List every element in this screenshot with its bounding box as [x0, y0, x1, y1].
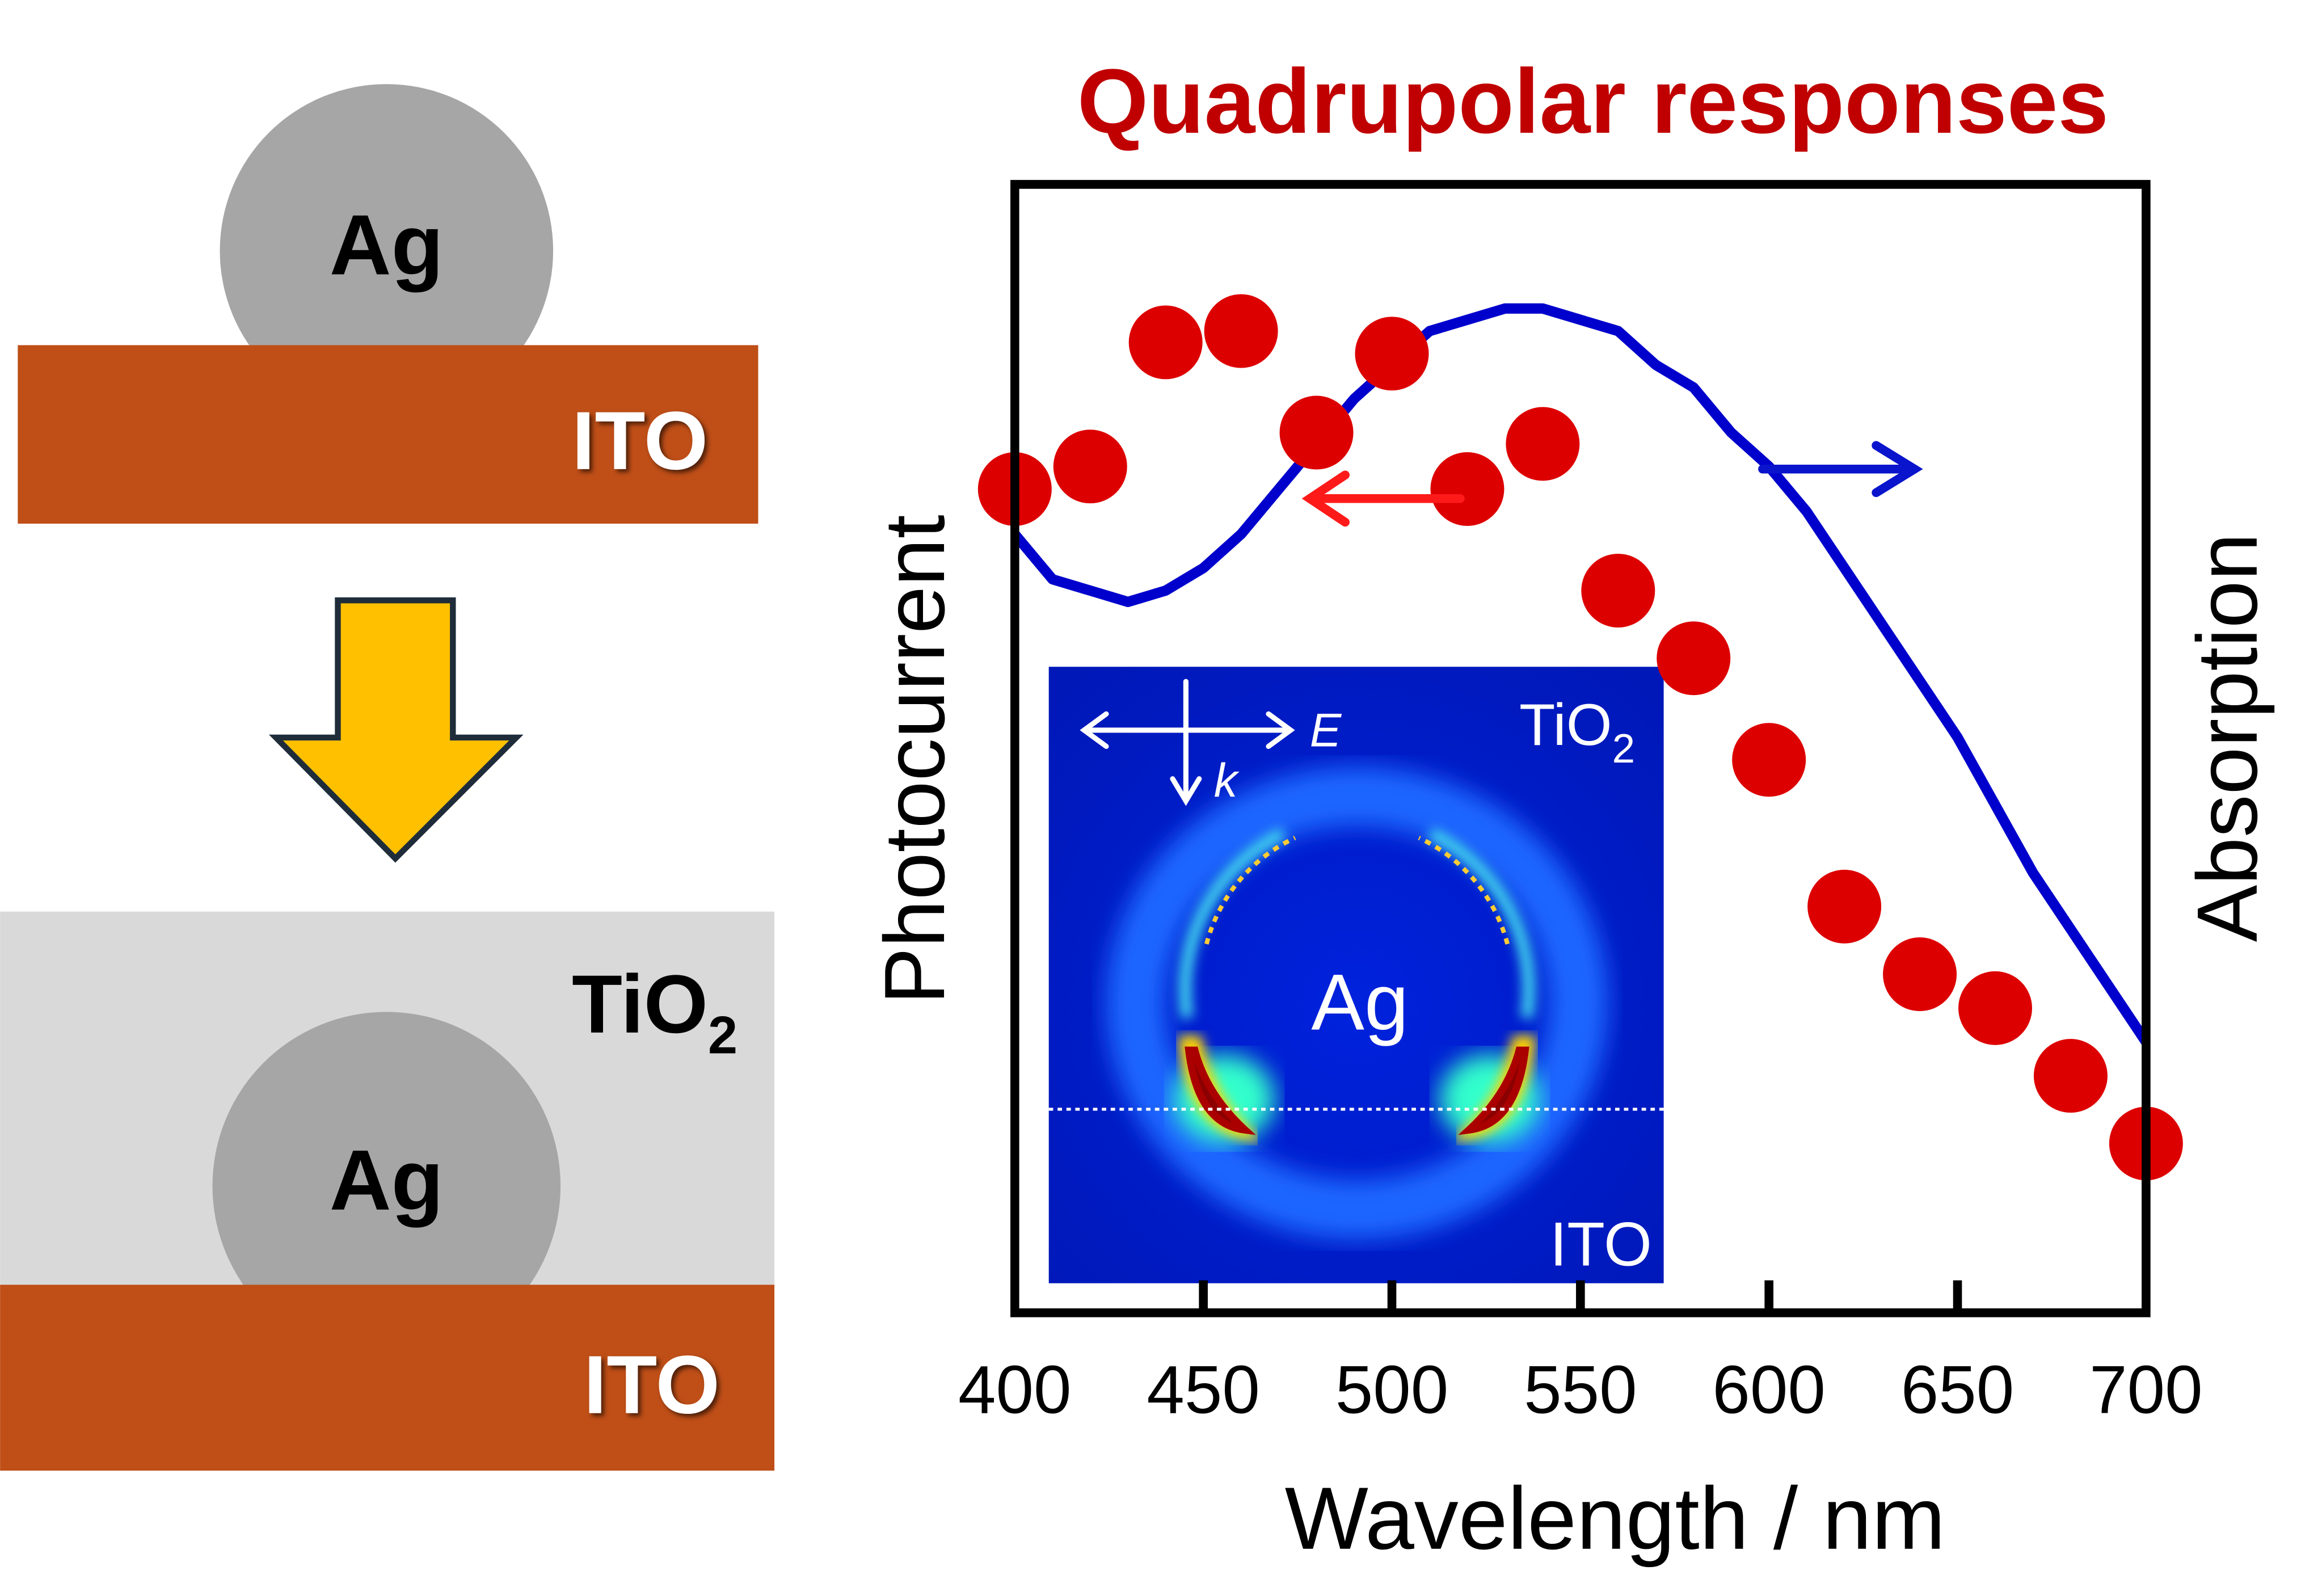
photocurrent-point — [1657, 621, 1731, 696]
photocurrent-point — [1279, 395, 1354, 470]
photocurrent-point — [1430, 452, 1504, 526]
arrow-down-icon — [268, 597, 524, 863]
photocurrent-point — [1883, 937, 1957, 1012]
x-tick-label: 500 — [1335, 1353, 1449, 1428]
x-tick-label: 400 — [958, 1353, 1072, 1428]
schematic-after: TiO2 Ag ITO — [0, 911, 775, 1471]
k-vector-label: k — [1214, 754, 1240, 807]
ag-particle — [212, 1012, 561, 1361]
ag-particle — [220, 84, 554, 418]
chart-title: Quadrupolar responses — [1077, 50, 2109, 153]
polarization-arrows-icon — [1080, 679, 1295, 806]
photocurrent-point — [1732, 723, 1806, 797]
photocurrent-point — [1355, 317, 1429, 391]
x-tick-label: 550 — [1524, 1353, 1637, 1428]
y2-axis-label: Absorption — [2180, 533, 2275, 942]
x-tick-label: 600 — [1712, 1353, 1826, 1428]
left-axis-arrow-icon — [1301, 470, 1465, 527]
photocurrent-point — [1807, 869, 1882, 944]
x-tick-label: 450 — [1147, 1353, 1260, 1428]
right-axis-arrow-icon — [1758, 441, 1923, 498]
ag-label: Ag — [330, 1132, 444, 1228]
photocurrent-point — [1958, 971, 2032, 1045]
plot-area — [977, 294, 2183, 1181]
y-axis-label: Photocurrent — [867, 515, 962, 1004]
inset-tio2-label: TiO2 — [1519, 692, 1635, 772]
photocurrent-point — [1506, 407, 1580, 481]
schematic-before: Ag ITO — [18, 84, 758, 524]
x-tick-label: 650 — [1901, 1353, 2015, 1428]
x-ticks — [1199, 1280, 1962, 1313]
photocurrent-point — [1128, 305, 1203, 380]
photocurrent-point — [1053, 429, 1127, 504]
inset-ito-label: ITO — [1550, 1210, 1652, 1279]
e-field-label: E — [1310, 704, 1342, 757]
absorption-line — [1010, 303, 2151, 1045]
ito-label: ITO — [584, 1338, 720, 1431]
ito-label: ITO — [572, 394, 708, 487]
ito-substrate — [0, 1285, 775, 1471]
photocurrent-point — [1581, 553, 1655, 628]
inset-ag-label: Ag — [1311, 958, 1409, 1047]
photocurrent-point — [1204, 294, 1278, 368]
x-tick-label: 700 — [2089, 1353, 2203, 1428]
inset-field-map: E k TiO2 Ag ITO — [1048, 667, 1664, 1283]
tio2-label: TiO2 — [572, 958, 738, 1064]
photocurrent-point — [2033, 1039, 2108, 1113]
x-tick-labels: 400 450 500 550 600 650 700 — [958, 1353, 2203, 1428]
ito-substrate — [18, 345, 758, 524]
ag-label: Ag — [330, 197, 444, 293]
x-axis-label: Wavelength / nm — [1285, 1469, 1946, 1568]
